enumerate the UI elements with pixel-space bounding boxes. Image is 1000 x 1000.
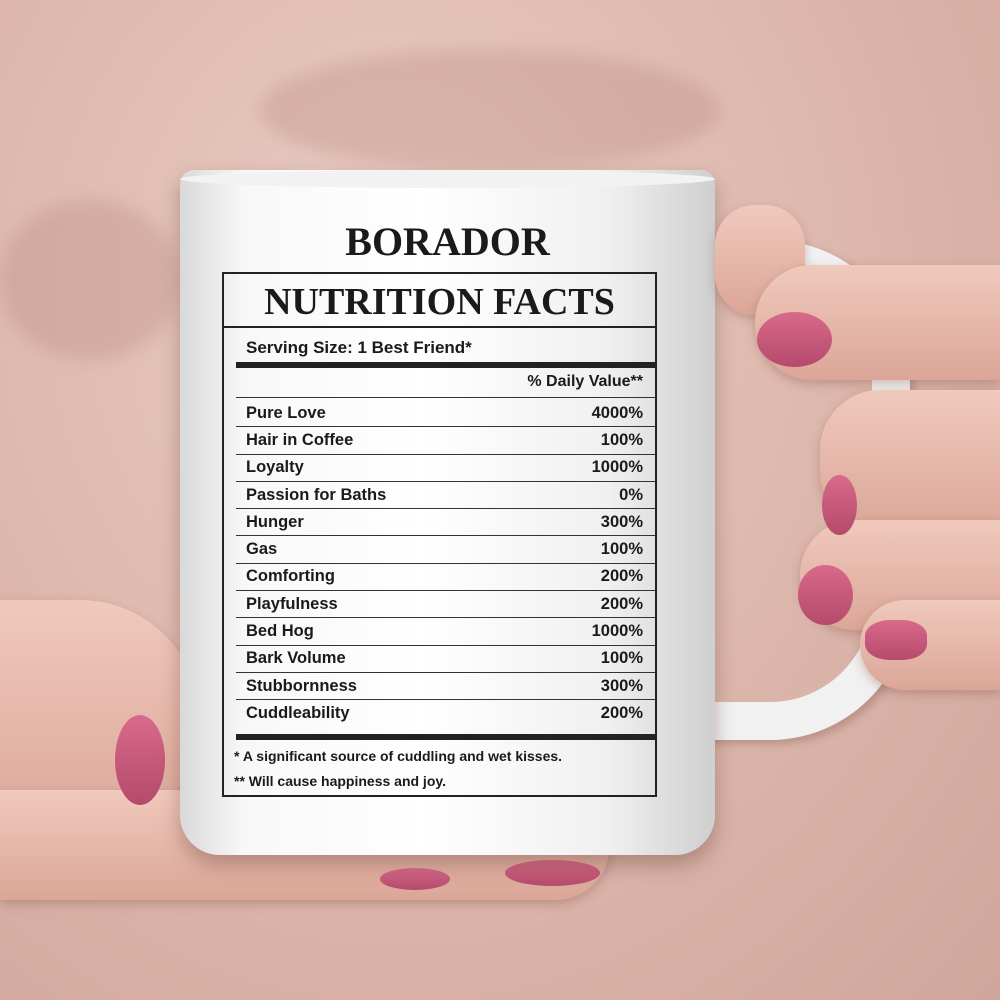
shirt-fold — [0, 200, 180, 360]
nutrient-name: Playfulness — [246, 594, 338, 613]
nutrient-value: 1000% — [591, 458, 643, 477]
divider-thick — [236, 734, 655, 740]
nutrient-value: 1000% — [591, 622, 643, 641]
nutrition-label: NUTRITION FACTS Serving Size: 1 Best Fri… — [222, 272, 657, 797]
nutrient-row: Loyalty 1000% — [236, 455, 655, 482]
nutrient-value: 100% — [600, 430, 643, 449]
serving-size: Serving Size: 1 Best Friend* — [246, 338, 472, 357]
nail — [505, 860, 600, 886]
divider — [224, 326, 655, 328]
label-heading: NUTRITION FACTS — [264, 281, 615, 323]
nutrient-row: Bed Hog 1000% — [236, 618, 655, 646]
nutrient-name: Cuddleability — [246, 704, 350, 723]
nutrient-row: Passion for Baths 0% — [236, 482, 655, 510]
daily-value-header: % Daily Value** — [527, 373, 643, 390]
nutrient-value: 0% — [619, 485, 643, 504]
nutrient-name: Bark Volume — [246, 649, 346, 668]
footnote-2: ** Will cause happiness and joy. — [234, 773, 447, 789]
nutrient-name: Hair in Coffee — [246, 430, 354, 449]
nutrient-value: 100% — [600, 649, 643, 668]
nutrient-name: Passion for Baths — [246, 485, 387, 504]
nutrient-value: 200% — [600, 567, 643, 586]
nutrient-name: Gas — [246, 540, 278, 559]
nutrient-value: 200% — [600, 594, 643, 613]
nutrient-value: 100% — [600, 540, 643, 559]
nutrient-name: Loyalty — [246, 458, 304, 477]
nutrient-row: Pure Love 4000% — [236, 400, 655, 428]
nutrient-row: Hair in Coffee 100% — [236, 427, 655, 455]
mug-title: BORADOR — [345, 219, 550, 264]
nutrient-row: Stubbornness 300% — [236, 673, 655, 701]
nutrient-name: Comforting — [246, 567, 335, 586]
nail — [380, 868, 450, 890]
divider-thick — [236, 362, 655, 368]
nutrient-list: Pure Love 4000% Hair in Coffee 100% Loyalty 1… — [236, 400, 655, 728]
mug-rim — [180, 170, 715, 188]
nail — [757, 312, 832, 367]
nutrient-name: Bed Hog — [246, 622, 314, 641]
shirt-fold — [260, 50, 720, 170]
nutrient-value: 300% — [600, 676, 643, 695]
nutrient-row: Playfulness 200% — [236, 591, 655, 619]
nutrient-row: Comforting 200% — [236, 564, 655, 592]
nail — [822, 475, 857, 535]
nutrient-row: Bark Volume 100% — [236, 646, 655, 673]
footnote-1: * A significant source of cuddling and w… — [234, 748, 563, 764]
nail — [798, 565, 853, 625]
mug — [180, 170, 715, 855]
nail — [865, 620, 927, 660]
nutrient-row: Hunger 300% — [236, 509, 655, 537]
nutrient-row: Cuddleability 200% — [236, 700, 655, 727]
nail — [115, 715, 165, 805]
nutrient-value: 200% — [600, 704, 643, 723]
nutrient-value: 300% — [600, 512, 643, 531]
nutrient-value: 4000% — [591, 403, 643, 422]
nutrient-name: Hunger — [246, 512, 304, 531]
divider — [236, 397, 655, 398]
nutrient-name: Stubbornness — [246, 676, 357, 695]
nutrient-row: Gas 100% — [236, 536, 655, 564]
nutrient-name: Pure Love — [246, 403, 326, 422]
